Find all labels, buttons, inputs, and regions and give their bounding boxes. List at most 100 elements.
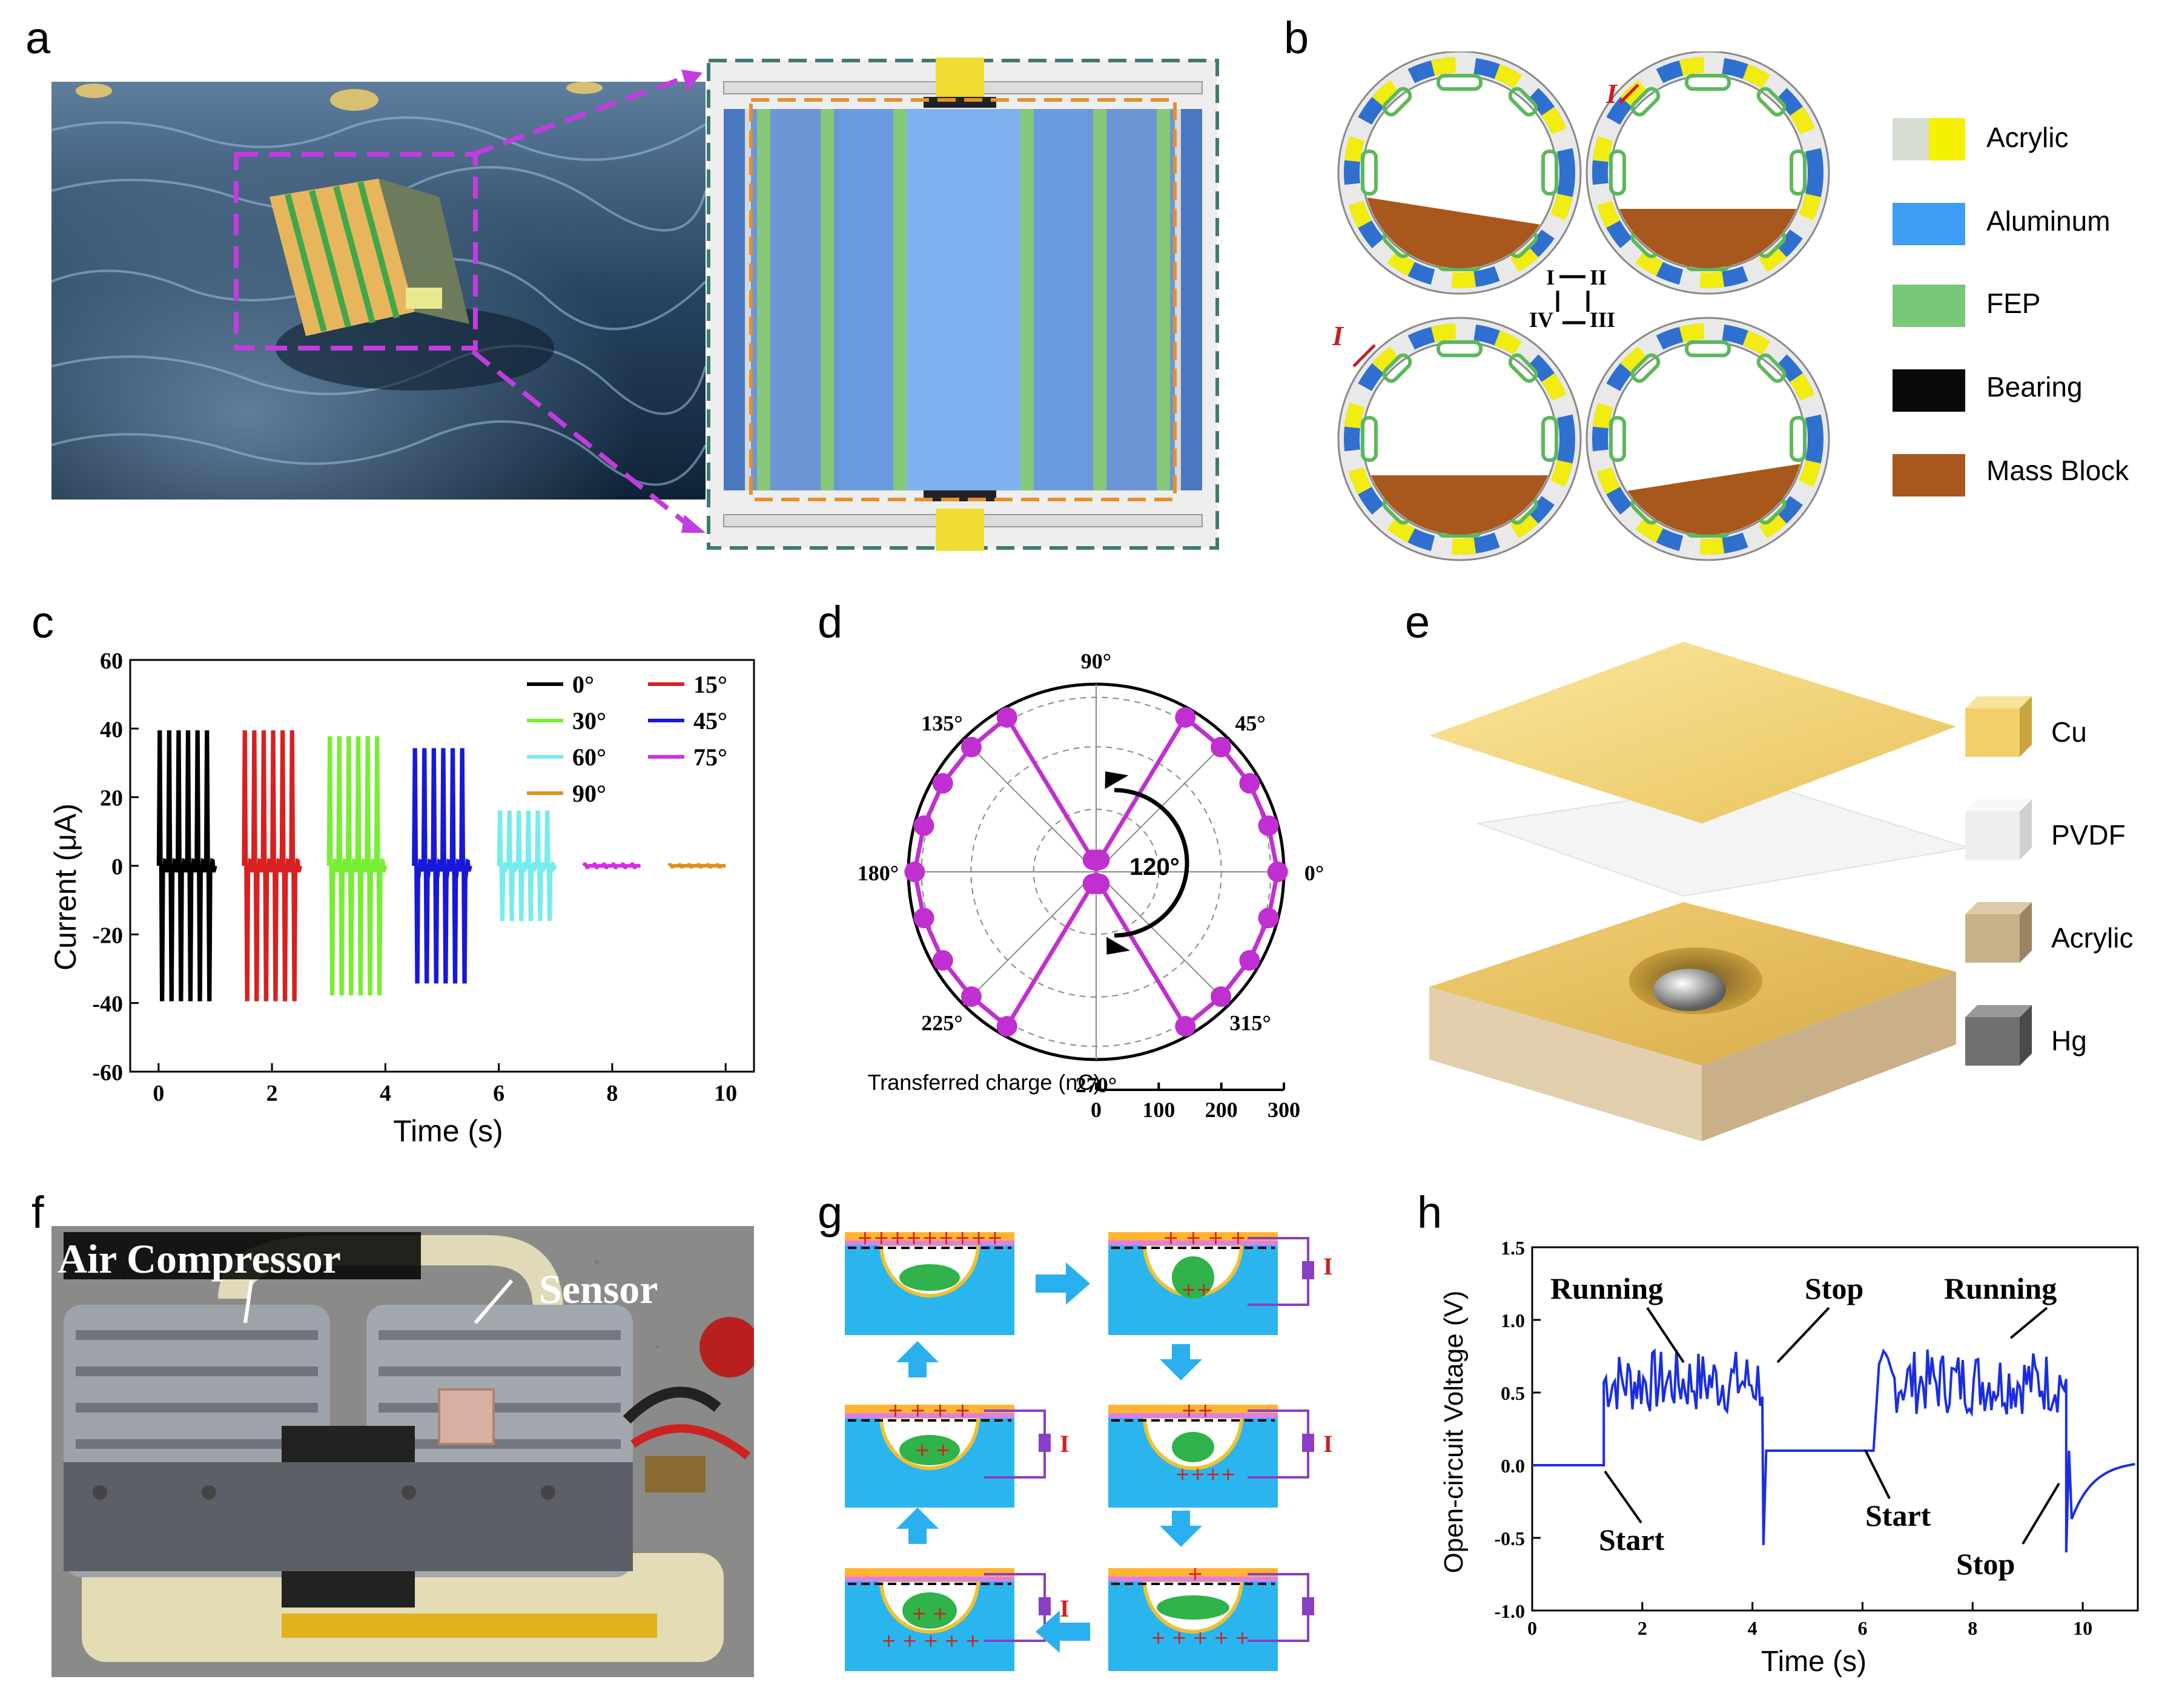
h-ytick-label: 1.5	[1501, 1237, 1525, 1259]
d-angle-label: 0°	[1304, 861, 1324, 885]
d-radial-tick-label: 100	[1142, 1098, 1175, 1122]
d-point	[1175, 707, 1196, 728]
panel-f-photo	[51, 1226, 754, 1677]
legend-acrylic-b: Acrylic	[1986, 122, 2069, 153]
legend-pvdf: PVDF	[2051, 819, 2126, 851]
h-xlabel: Time (s)	[1761, 1646, 1866, 1678]
panel-label-e: e	[1405, 597, 1430, 647]
c-ytick-label: 0	[111, 854, 123, 880]
panel-label-c: c	[31, 597, 54, 647]
panel-a-ocean-render	[51, 82, 706, 500]
h-annotation: Running	[1550, 1271, 1663, 1305]
svg-text:+ +: + +	[914, 1440, 951, 1461]
d-point	[913, 815, 934, 836]
zoom-arrows	[472, 70, 706, 533]
d-point	[932, 950, 953, 971]
c-ytick-label: 20	[100, 786, 123, 811]
c-legend-label: 15°	[693, 671, 727, 698]
d-spoke	[1096, 871, 1229, 1005]
h-voltage-line	[1532, 1348, 2135, 1553]
d-angle-label: 180°	[858, 861, 899, 885]
g-current-4: I	[1060, 1595, 1070, 1622]
cycle-label-iv: IV	[1529, 308, 1553, 332]
c-legend-label: 75°	[693, 744, 727, 771]
h-ytick-label: -1.0	[1494, 1600, 1525, 1622]
d-point	[960, 986, 982, 1007]
c-xtick-label: 0	[153, 1081, 164, 1106]
svg-text:+ + + + +: + + + + +	[1151, 1627, 1250, 1649]
d-point	[996, 707, 1017, 728]
legend-aluminum: Aluminum	[1986, 205, 2111, 237]
d-spoke	[1096, 739, 1229, 872]
h-annotation-arrow	[2022, 1482, 2060, 1545]
cycle-label-iii: III	[1590, 308, 1615, 332]
h-xtick-label: 10	[2073, 1617, 2092, 1639]
h-ytick-label: -0.5	[1494, 1528, 1525, 1549]
legend-bearing: Bearing	[1986, 371, 2083, 403]
g-current-2: I	[1060, 1430, 1070, 1457]
c-xlabel: Time (s)	[393, 1114, 503, 1148]
svg-text:++++: ++++	[1175, 1464, 1236, 1485]
h-ytick-label: 1.0	[1501, 1310, 1525, 1331]
h-annotation-arrow	[1604, 1470, 1642, 1524]
d-point	[1089, 873, 1110, 894]
svg-text:+ + + +: + + + +	[887, 1399, 971, 1422]
panel-a-cross-section	[707, 58, 1219, 551]
h-xtick-label: 2	[1638, 1617, 1647, 1639]
h-annotation-arrow	[2009, 1307, 2048, 1339]
g-current-3: I	[1323, 1430, 1333, 1457]
d-angle-label: 315°	[1229, 1011, 1271, 1035]
h-xtick-label: 0	[1527, 1617, 1537, 1639]
d-point	[913, 908, 934, 929]
chart-current-vs-time: 60 40 20 0 -20 -40 -60 0 2 4 6 8 10 0° 15° 30° 45° 60° 75…	[48, 648, 755, 1148]
panel-label-a: a	[25, 13, 51, 63]
h-xtick-label: 4	[1748, 1617, 1757, 1639]
d-point	[932, 773, 953, 794]
d-point	[1211, 736, 1232, 757]
h-annotation: Stop	[1805, 1271, 1863, 1305]
c-xtick-label: 2	[266, 1081, 278, 1106]
c-ytick-label: 40	[100, 717, 123, 742]
h-ytick-label: 0.5	[1501, 1382, 1525, 1404]
d-angle-label: 45°	[1235, 711, 1265, 736]
h-annotation: Running	[1944, 1271, 2057, 1305]
d-point	[1082, 849, 1103, 871]
d-point	[904, 862, 925, 882]
c-xtick-label: 4	[380, 1081, 391, 1106]
legend-fep: FEP	[1986, 288, 2041, 319]
c-legend-label: 0°	[572, 671, 594, 698]
legend-acrylic-e: Acrylic	[2051, 922, 2134, 954]
svg-text:+++++++++: +++++++++	[857, 1229, 1003, 1249]
panel-label-f: f	[31, 1187, 44, 1238]
h-annotation-arrow	[1646, 1307, 1685, 1363]
h-ylabel: Open-circuit Voltage (V)	[1441, 1290, 1469, 1573]
panel-label-h: h	[1417, 1187, 1443, 1238]
chart-polar-charge: 90°45°0°315°270°225°180°135° 120° Transf…	[858, 649, 1324, 1122]
c-ytick-label: -20	[92, 923, 123, 948]
panel-e-layers	[1429, 642, 2032, 1141]
c-legend-label: 90°	[572, 780, 606, 807]
h-annotation: Start	[1599, 1523, 1665, 1557]
c-legend-label: 30°	[572, 707, 606, 734]
h-annotation-arrow	[1864, 1449, 1891, 1499]
d-spoke	[963, 739, 1097, 872]
h-annotation: Start	[1865, 1499, 1931, 1532]
svg-text:+: +	[1187, 1562, 1203, 1585]
label-air-compressor: Air Compressor	[58, 1236, 341, 1282]
svg-text:+ + + + +: + + + + +	[881, 1631, 980, 1652]
h-plot-frame	[1531, 1246, 2139, 1612]
d-point	[1258, 908, 1279, 929]
legend-e	[1965, 696, 2032, 1066]
c-series-0deg	[156, 730, 217, 1001]
panel-label-g: g	[818, 1187, 843, 1238]
d-spoke	[963, 871, 1097, 1005]
cylinder-device	[269, 179, 469, 336]
c-legend-label: 60°	[572, 744, 606, 771]
d-point	[1258, 815, 1279, 836]
angle-annotation-label: 120°	[1129, 854, 1180, 880]
d-angle-label: 135°	[921, 711, 962, 736]
d-radial-tick-label: 200	[1205, 1098, 1238, 1122]
svg-text:++: ++	[1181, 1399, 1214, 1422]
current-label-bottom: I	[1332, 320, 1344, 351]
c-ytick-label: -40	[92, 992, 123, 1017]
